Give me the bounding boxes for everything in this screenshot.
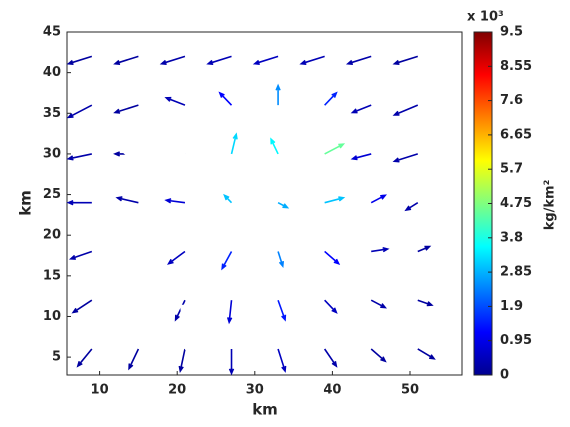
arrow — [66, 104, 93, 119]
arrow — [218, 91, 233, 106]
colorbar-label: kg/km² — [543, 180, 558, 231]
arrow — [345, 55, 372, 65]
obstacle — [258, 218, 272, 240]
plot-area — [66, 31, 463, 376]
colorbar-tick-label: 9.5 — [500, 25, 523, 40]
arrow — [275, 83, 281, 106]
x-tick-label: 50 — [401, 383, 419, 398]
arrow — [324, 299, 338, 314]
arrow — [164, 198, 186, 204]
colorbar-multiplier: x 10³ — [467, 10, 504, 25]
arrow — [113, 55, 139, 65]
arrow — [277, 348, 287, 373]
arrow — [277, 299, 287, 322]
arrow — [71, 299, 93, 314]
x-tick-label: 40 — [323, 383, 341, 398]
obstacle — [100, 205, 195, 270]
obstacle — [118, 290, 160, 328]
y-tick-label: 10 — [43, 309, 61, 324]
y-tick-label: 25 — [43, 187, 61, 202]
arrow — [417, 299, 434, 307]
arrow — [324, 143, 346, 155]
arrow — [223, 193, 233, 204]
arrow — [392, 153, 419, 163]
colorbar-tick-label: 5.7 — [500, 162, 523, 177]
arrow — [370, 299, 387, 309]
obstacle — [330, 280, 355, 305]
colorbar-tick-label: 3.8 — [500, 230, 523, 245]
obstacles — [100, 112, 355, 350]
x-tick-label: 30 — [246, 383, 264, 398]
arrow — [270, 137, 279, 155]
y-tick-label: 40 — [43, 65, 61, 80]
arrow — [66, 55, 93, 65]
arrow — [167, 250, 186, 265]
arrow — [228, 348, 235, 376]
arrow — [68, 250, 93, 260]
arrow — [324, 91, 338, 106]
arrow — [252, 55, 279, 65]
x-axis-label: km — [252, 401, 278, 419]
arrow — [404, 202, 419, 212]
arrow — [230, 132, 238, 155]
colorbar-tick-label: 0.95 — [500, 333, 532, 348]
y-tick-label: 5 — [52, 350, 61, 365]
arrow — [323, 348, 338, 368]
colorbar-tick-label: 8.55 — [500, 59, 532, 74]
y-tick-label: 45 — [43, 25, 61, 40]
arrow — [221, 251, 233, 271]
y-tick-label: 30 — [43, 146, 61, 161]
arrow — [174, 299, 186, 322]
colorbar-tick-label: 4.75 — [500, 196, 532, 211]
arrow — [115, 196, 139, 204]
obstacle — [108, 112, 193, 180]
arrow — [76, 348, 93, 368]
arrow — [299, 55, 325, 65]
y-tick-label: 15 — [43, 268, 61, 283]
colorbar-tick-label: 2.85 — [500, 265, 532, 280]
arrow — [66, 200, 92, 206]
arrow — [370, 348, 387, 363]
y-tick-label: 35 — [43, 106, 61, 121]
colorbar-tick-label: 0 — [500, 368, 509, 383]
arrow — [350, 153, 372, 161]
arrow — [128, 348, 140, 371]
arrow — [206, 55, 232, 65]
arrow — [350, 104, 372, 114]
x-tick-label: 20 — [168, 383, 186, 398]
arrow — [392, 55, 419, 65]
arrow — [277, 201, 290, 209]
x-tick-label: 10 — [91, 383, 109, 398]
arrow — [277, 251, 284, 269]
y-axis-label: km — [17, 190, 35, 216]
arrow — [226, 300, 233, 325]
arrow — [417, 245, 432, 253]
arrow — [324, 196, 346, 204]
arrow — [371, 246, 390, 253]
colorbar-tick-label: 1.9 — [500, 299, 523, 314]
colorbar-tick-label: 7.6 — [500, 93, 523, 108]
arrow — [417, 348, 436, 360]
arrow — [178, 348, 186, 373]
arrow — [392, 104, 419, 116]
arrow — [164, 96, 186, 106]
arrow — [66, 153, 92, 161]
obstacle — [180, 302, 222, 350]
colorbar-tick-label: 6.65 — [500, 127, 532, 142]
arrow — [324, 250, 341, 265]
arrow — [370, 194, 387, 204]
y-tick-label: 20 — [43, 228, 61, 243]
arrow — [159, 55, 186, 65]
arrow — [113, 104, 139, 114]
